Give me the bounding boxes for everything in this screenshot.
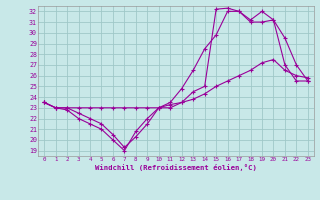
X-axis label: Windchill (Refroidissement éolien,°C): Windchill (Refroidissement éolien,°C) (95, 164, 257, 171)
